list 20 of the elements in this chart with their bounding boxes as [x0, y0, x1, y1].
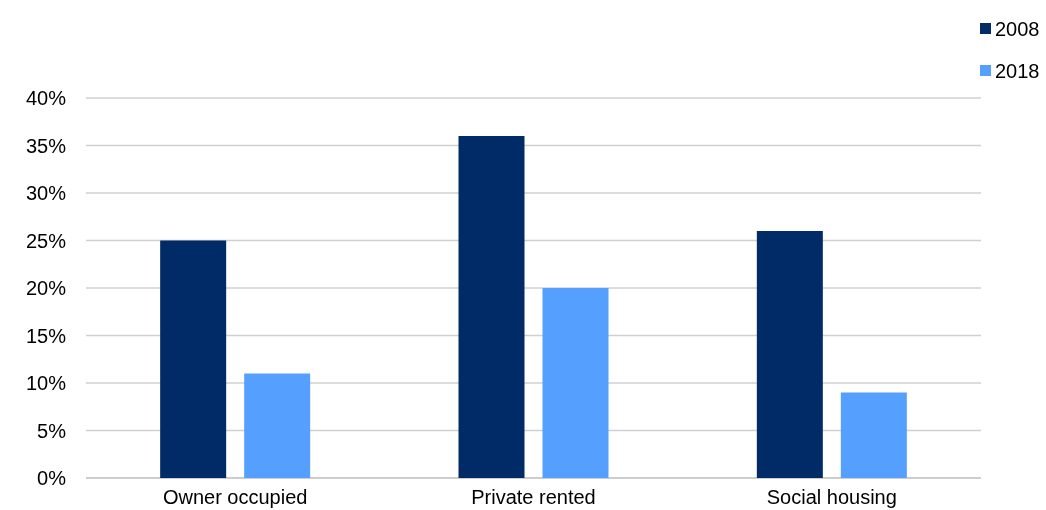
bar: [756, 231, 823, 478]
x-tick-label: Private rented: [471, 486, 596, 508]
bar: [840, 392, 907, 478]
y-tick-label: 5%: [37, 419, 67, 442]
y-tick-label: 0%: [37, 467, 67, 489]
x-tick-label: Owner occupied: [162, 486, 308, 508]
x-tick-label: Social housing: [766, 486, 897, 508]
y-tick-label: 40%: [25, 87, 67, 109]
y-tick-label: 30%: [25, 182, 67, 204]
legend-label: 2018: [995, 60, 1040, 82]
legend-label: 2008: [995, 18, 1040, 40]
y-tick-label: 15%: [25, 324, 67, 347]
bar: [542, 288, 609, 478]
y-tick-label: 20%: [25, 277, 67, 299]
y-tick-label: 10%: [25, 372, 67, 394]
bar: [458, 136, 525, 478]
y-tick-label: 25%: [25, 229, 67, 252]
y-tick-label: 35%: [25, 134, 67, 157]
bar: [160, 240, 227, 478]
bar: [244, 373, 311, 478]
